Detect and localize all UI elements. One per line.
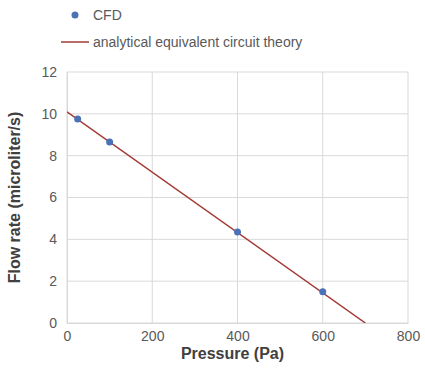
tick-label: 400 xyxy=(226,328,250,344)
grid-line-x xyxy=(67,72,68,323)
axis-line xyxy=(67,73,68,324)
tick: 8 xyxy=(49,148,67,164)
series-line xyxy=(67,112,365,323)
y-axis-label: Flow rate (microliter/s) xyxy=(6,112,23,284)
tick-label: 2 xyxy=(49,273,57,289)
tick-label: 0 xyxy=(64,328,72,344)
grid-line-y xyxy=(67,197,408,198)
tick: 400 xyxy=(226,323,250,344)
grid xyxy=(67,72,408,323)
tick: 6 xyxy=(49,189,67,205)
legend-label: CFD xyxy=(93,7,122,23)
tick: 10 xyxy=(41,106,67,122)
tick-label: 0 xyxy=(49,315,57,331)
tick: 800 xyxy=(397,323,421,344)
grid-line-y xyxy=(67,323,408,324)
tick-label: 800 xyxy=(397,328,421,344)
legend: CFD analytical equivalent circuit theory xyxy=(61,7,302,50)
tick: 4 xyxy=(49,231,67,247)
grid-line-y xyxy=(67,239,408,240)
grid-line-y xyxy=(67,72,408,73)
tick-label: 8 xyxy=(49,148,57,164)
tick: 0 xyxy=(49,315,67,331)
tick-label: 12 xyxy=(41,64,57,80)
tick: 600 xyxy=(312,323,336,344)
legend-marker xyxy=(72,12,79,19)
tick-label: 200 xyxy=(141,328,165,344)
tick-label: 600 xyxy=(312,328,336,344)
grid-line-y xyxy=(67,155,408,156)
tick: 0 xyxy=(64,323,72,344)
y-axis: 0 2 4 6 8 10 12 xyxy=(41,64,67,331)
x-axis: 0 200 400 600 800 xyxy=(64,323,421,344)
grid-line-y xyxy=(67,281,408,282)
axis-line xyxy=(68,323,409,324)
x-axis-label: Pressure (Pa) xyxy=(181,345,284,362)
tick: 2 xyxy=(49,273,67,289)
legend-label: analytical equivalent circuit theory xyxy=(93,34,302,50)
scatter-point xyxy=(106,139,113,146)
tick: 12 xyxy=(41,64,67,80)
scatter-point xyxy=(319,288,326,295)
scatter-point xyxy=(74,116,81,123)
tick-label: 10 xyxy=(41,106,57,122)
tick-label: 6 xyxy=(49,189,57,205)
plot-area xyxy=(67,112,365,323)
scatter-point xyxy=(234,229,241,236)
tick-label: 4 xyxy=(49,231,57,247)
tick: 200 xyxy=(141,323,165,344)
chart: 0 200 400 600 800 0 2 4 6 8 10 12 Pressure (Pa) Flow … xyxy=(0,0,425,375)
legend-line xyxy=(61,41,89,43)
grid-line-y xyxy=(67,113,408,114)
